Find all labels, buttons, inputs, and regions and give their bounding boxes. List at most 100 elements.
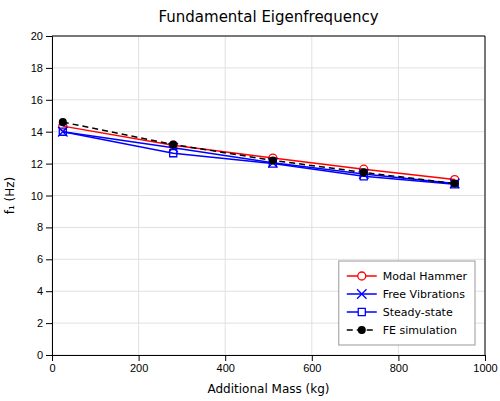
- tick: 18: [31, 62, 52, 74]
- title: Fundamental Eigenfrequency: [158, 8, 378, 26]
- point: [451, 180, 458, 187]
- tick: 2: [37, 317, 52, 329]
- point: [360, 169, 367, 176]
- tick: 600: [303, 355, 321, 374]
- tick: 0: [37, 349, 52, 361]
- tick: 200: [130, 355, 148, 374]
- legend-box: [339, 261, 475, 345]
- tick-label: 16: [31, 94, 43, 106]
- legend-marker: [357, 289, 366, 298]
- grid-line: [52, 99, 485, 100]
- legend-entry: Free Vibrations: [347, 288, 465, 301]
- grid-line: [52, 36, 485, 37]
- tick-mark: [46, 100, 52, 101]
- tick: 800: [390, 355, 408, 374]
- x-axis-title: Additional Mass (kg): [207, 382, 329, 396]
- grid-line: [52, 67, 485, 68]
- tick-label: 0: [49, 362, 55, 374]
- grid-line: [52, 131, 485, 132]
- series: [59, 128, 458, 188]
- tick-mark: [485, 355, 486, 361]
- legend-label: Free Vibrations: [383, 288, 465, 301]
- series: [58, 127, 459, 188]
- tick-label: 20: [31, 30, 43, 42]
- tick-mark: [46, 164, 52, 165]
- x-axis: 0 200 400 600 800 1000: [49, 355, 497, 374]
- tick-label: 0: [37, 349, 43, 361]
- point: [59, 119, 66, 126]
- tick-mark: [46, 132, 52, 133]
- tick: 6: [37, 253, 52, 265]
- tick-label: 14: [31, 126, 43, 138]
- point: [269, 157, 276, 164]
- data-area: [58, 119, 459, 189]
- line: [63, 122, 455, 183]
- tick-mark: [46, 323, 52, 324]
- tick-mark: [46, 227, 52, 228]
- point: [170, 150, 177, 157]
- legend-marker: [358, 272, 366, 280]
- grid-line: [485, 36, 486, 355]
- tick-label: 4: [37, 285, 43, 297]
- tick-mark: [225, 355, 226, 361]
- tick-label: 2: [37, 317, 43, 329]
- tick-mark: [46, 355, 52, 356]
- axis-line: [53, 356, 486, 362]
- tick-mark: [312, 355, 313, 361]
- grid-line: [52, 227, 485, 228]
- tick-mark: [46, 68, 52, 69]
- tick: 20: [31, 30, 52, 42]
- tick: 12: [31, 158, 52, 170]
- tick-mark: [46, 259, 52, 260]
- tick: 8: [37, 221, 52, 233]
- tick-label: 200: [130, 362, 148, 374]
- legend-label: Modal Hammer: [383, 270, 468, 283]
- y-axis-title: f₁ (Hz): [3, 177, 17, 215]
- tick: 14: [31, 126, 52, 138]
- tick-mark: [398, 355, 399, 361]
- line: [63, 132, 455, 184]
- legend-label: FE simulation: [383, 324, 457, 337]
- series: [59, 119, 458, 187]
- grid: [52, 36, 485, 355]
- line: [63, 126, 455, 179]
- tick: 400: [217, 355, 235, 374]
- tick-label: 800: [390, 362, 408, 374]
- frame: [485, 36, 486, 355]
- tick-mark: [46, 196, 52, 197]
- point: [170, 141, 177, 148]
- tick-label: 18: [31, 62, 43, 74]
- axis-line: [46, 37, 53, 356]
- tick: 1000: [473, 355, 497, 374]
- legend-entry: Modal Hammer: [347, 270, 468, 283]
- tick-label: 400: [217, 362, 235, 374]
- tick-mark: [139, 355, 140, 361]
- point: [59, 128, 66, 135]
- point: [450, 179, 459, 188]
- tick-label: 12: [31, 158, 43, 170]
- y-axis: 0 2 4 6 8 10 12 14 16 18 20: [31, 30, 53, 361]
- chart: 0 200 400 600 800 1000 0 2 4 6 8 10 12 14 16 18 20 Modal …: [0, 0, 500, 401]
- line: [63, 132, 455, 185]
- tick-label: 600: [303, 362, 321, 374]
- legend: Modal Hammer Free Vibrations Steady-state F…: [339, 261, 475, 345]
- plot: 0 200 400 600 800 1000 0 2 4 6 8 10 12 14 16 18 20 Modal …: [31, 30, 498, 374]
- tick-label: 1000: [473, 362, 497, 374]
- tick: 10: [31, 190, 52, 202]
- tick: 0: [49, 355, 55, 374]
- legend-label: Steady-state: [383, 306, 453, 319]
- tick-mark: [46, 291, 52, 292]
- tick-label: 6: [37, 253, 43, 265]
- tick-label: 8: [37, 221, 43, 233]
- frame: [52, 36, 485, 37]
- tick: 16: [31, 94, 52, 106]
- tick-mark: [46, 36, 52, 37]
- tick-label: 10: [31, 190, 43, 202]
- series: [59, 122, 459, 183]
- legend-entry: FE simulation: [347, 324, 457, 337]
- grid-line: [52, 195, 485, 196]
- tick: 4: [37, 285, 52, 297]
- point: [451, 181, 458, 188]
- grid-line: [52, 259, 485, 260]
- legend-marker: [358, 308, 365, 315]
